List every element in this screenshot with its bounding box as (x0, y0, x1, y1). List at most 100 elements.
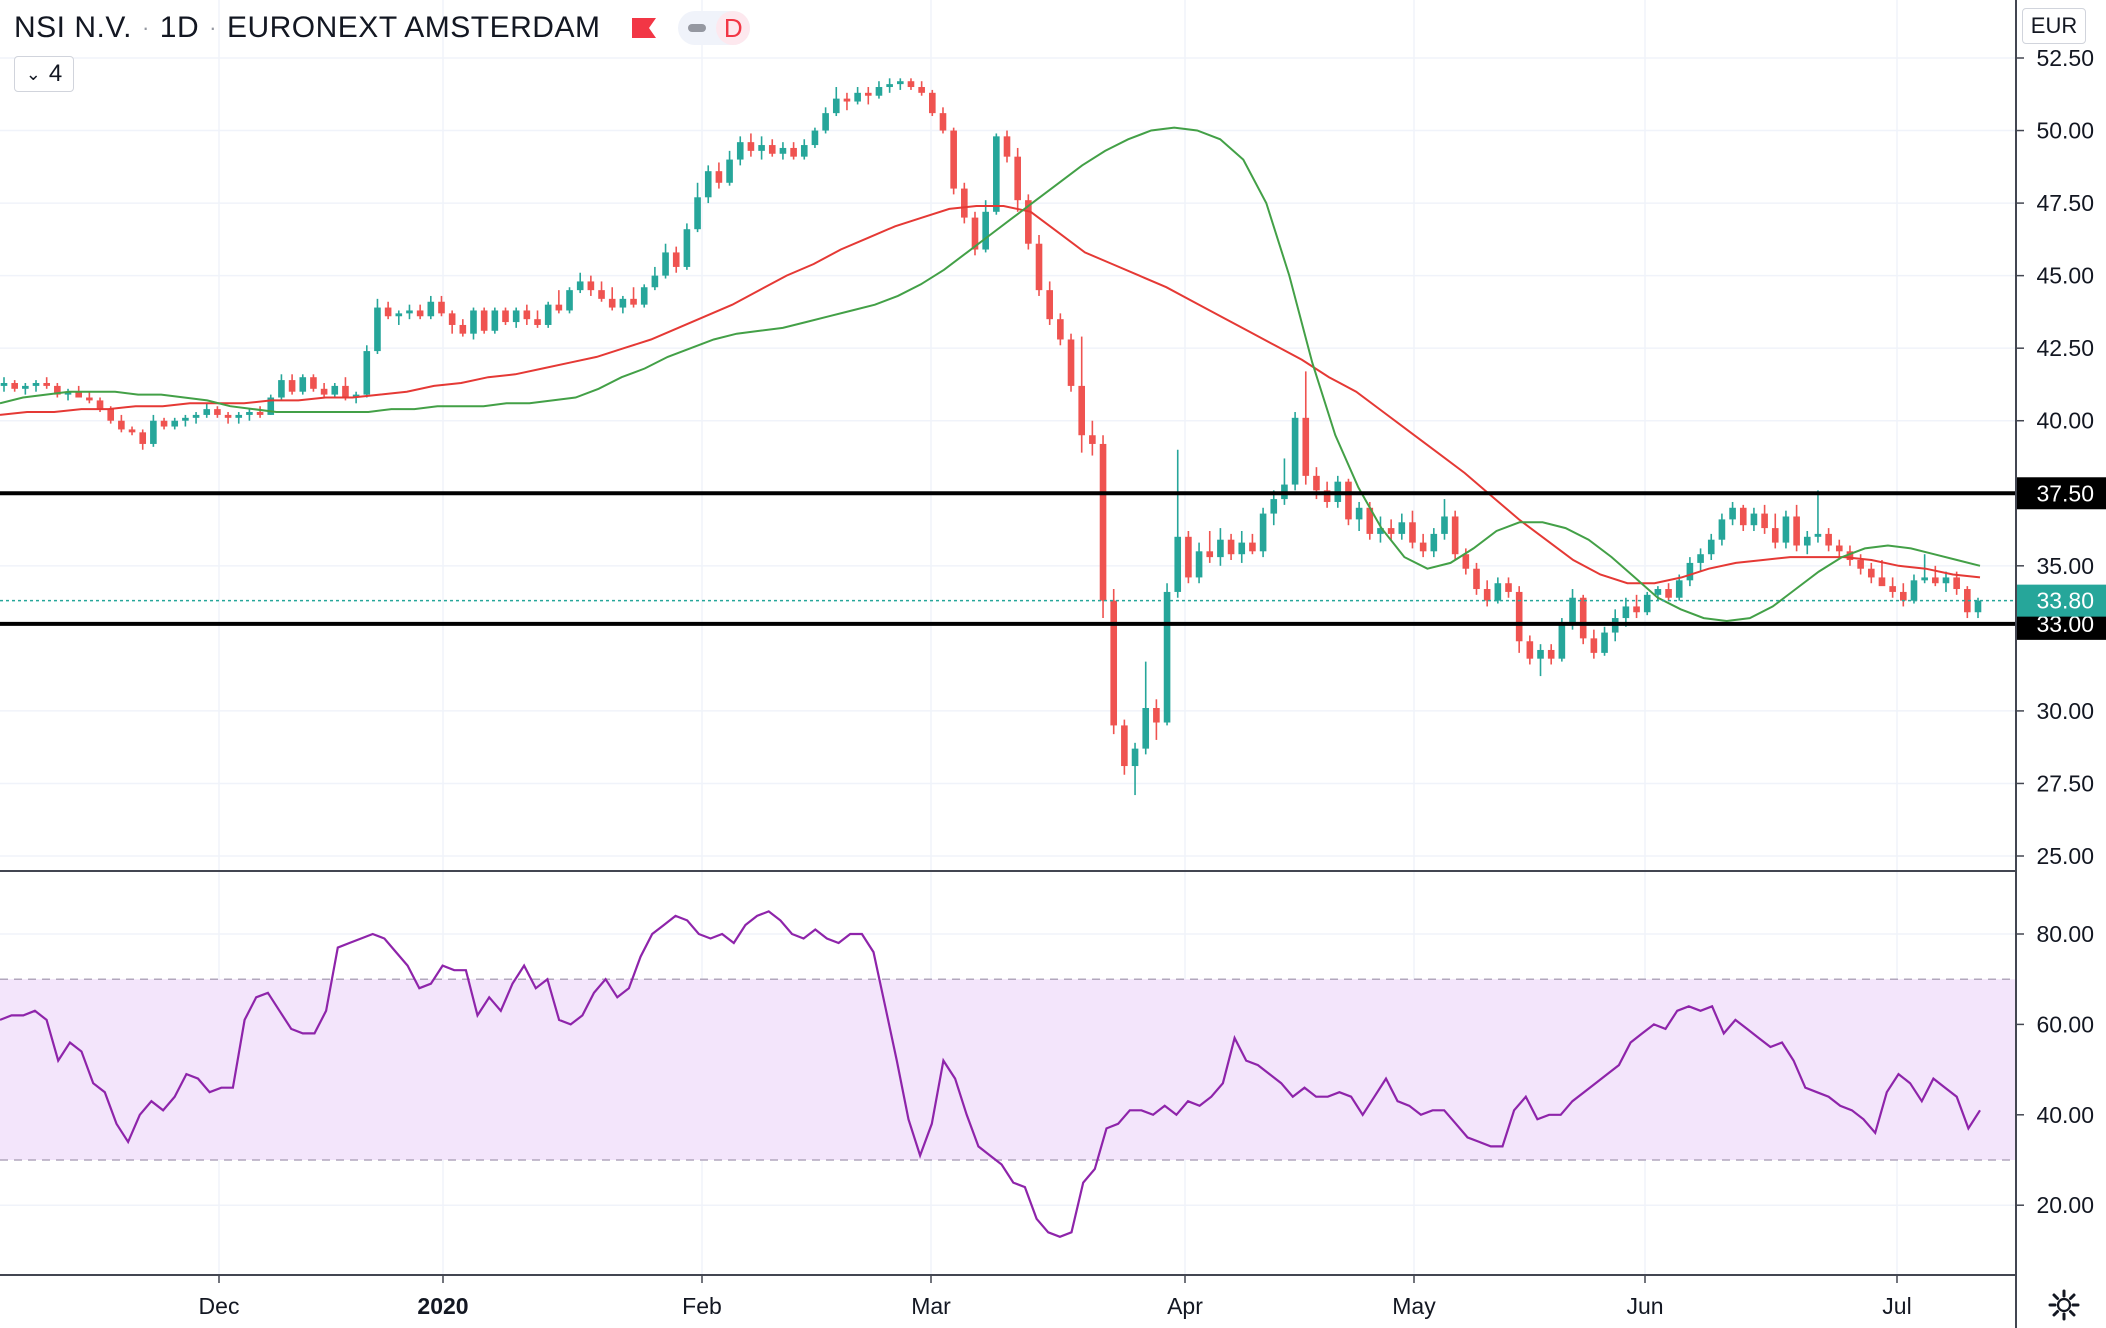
candle-body (576, 281, 584, 291)
candle-body (694, 197, 701, 230)
candle-body (43, 383, 50, 386)
candle (256, 406, 264, 418)
candle (459, 319, 467, 337)
rsi-axis[interactable]: 80.00 60.00 40.00 20.00 (2016, 921, 2094, 1218)
candle (1964, 586, 1971, 619)
candle (1857, 554, 1864, 575)
candle-body (1355, 507, 1363, 520)
price-tick-label: 40.00 (2036, 408, 2094, 434)
candle-body (54, 385, 61, 395)
candle (523, 304, 531, 325)
time-axis[interactable]: Dec 2020 Feb Mar Apr May Jun Jul (199, 1275, 1912, 1319)
candle (1825, 528, 1832, 552)
candle (736, 136, 744, 166)
candle-body (1793, 516, 1800, 546)
studies-count: 4 (48, 60, 63, 87)
candle-body (470, 310, 477, 334)
candle-body (896, 81, 904, 85)
candle-body (1761, 513, 1768, 529)
candle-body (747, 142, 755, 151)
candle-body (1654, 589, 1662, 595)
candle (683, 223, 691, 270)
candle-body (1163, 591, 1171, 723)
candle-body (1622, 606, 1630, 619)
candle-body (1867, 568, 1875, 578)
candle-body (1921, 577, 1928, 581)
candle-body (1558, 623, 1566, 659)
candle (1163, 583, 1171, 726)
candle-body (118, 420, 125, 430)
separator-dot: · (209, 15, 217, 40)
candle (832, 87, 840, 117)
candle (214, 406, 221, 418)
data-status-pill[interactable]: D (678, 11, 751, 45)
candle-body (171, 420, 179, 427)
flag-icon[interactable] (630, 16, 658, 40)
candle (1270, 490, 1278, 526)
candle-body (1526, 641, 1534, 659)
candle (758, 136, 765, 160)
candle-body (416, 310, 424, 317)
candle (395, 310, 403, 325)
candle-body (672, 252, 680, 267)
candle (1238, 530, 1246, 563)
candle (1195, 542, 1203, 584)
candle (1889, 577, 1896, 598)
candle-body (1313, 475, 1320, 491)
candle (779, 142, 787, 160)
candle (416, 304, 424, 320)
candle-body (1323, 490, 1331, 502)
interval-label[interactable]: 1D (159, 11, 200, 44)
candle (1377, 516, 1384, 543)
candle-body (1121, 725, 1128, 767)
candle-body (1067, 339, 1075, 386)
horizontal-levels[interactable] (0, 491, 2016, 626)
candle (1900, 583, 1907, 607)
candle-body (267, 397, 275, 415)
symbol-name[interactable]: NSI N.V. (14, 11, 132, 44)
candle (576, 272, 584, 294)
candle-body (64, 391, 72, 395)
candle-body (598, 290, 605, 299)
candle-body (1238, 542, 1246, 555)
candle (54, 383, 61, 398)
candle-body (182, 417, 189, 421)
candle (1089, 420, 1096, 456)
candle (32, 380, 40, 392)
candle-body (320, 388, 328, 395)
price-axis[interactable]: 52.50 50.00 47.50 45.00 42.50 40.00 35.00 30.00… (2016, 45, 2094, 869)
currency-button[interactable]: EUR (2022, 8, 2086, 44)
candle (1227, 533, 1235, 561)
candle (534, 310, 541, 328)
candle-body (1601, 632, 1608, 653)
candle-body (1835, 545, 1843, 552)
candle-body (1259, 513, 1267, 552)
candle-body (1675, 580, 1683, 598)
candle-body (1110, 600, 1118, 726)
exchange-label: EURONEXT AMSTERDAM (226, 11, 601, 44)
rsi-band (0, 979, 2016, 1160)
candle (918, 81, 925, 96)
time-tick-label: Feb (682, 1293, 722, 1319)
price-tick-label: 35.00 (2036, 553, 2094, 579)
studies-toggle-button[interactable]: ⌄ 4 (14, 56, 74, 92)
candle-body (1782, 516, 1790, 543)
candle-body (406, 310, 413, 314)
gear-icon[interactable] (2047, 1288, 2081, 1322)
candle-body (1686, 562, 1694, 581)
candle-body (534, 319, 541, 325)
candle (118, 414, 125, 433)
candle (726, 150, 733, 186)
candle-body (459, 324, 467, 334)
candle-body (331, 385, 339, 395)
candle (278, 374, 285, 401)
candle (1793, 504, 1800, 552)
candle-body (150, 420, 157, 444)
candle (1643, 591, 1651, 616)
moving-average-slow (0, 205, 1981, 585)
candle (768, 139, 776, 157)
candle (1025, 194, 1032, 250)
candle (640, 284, 648, 308)
candle-body (1387, 528, 1395, 534)
